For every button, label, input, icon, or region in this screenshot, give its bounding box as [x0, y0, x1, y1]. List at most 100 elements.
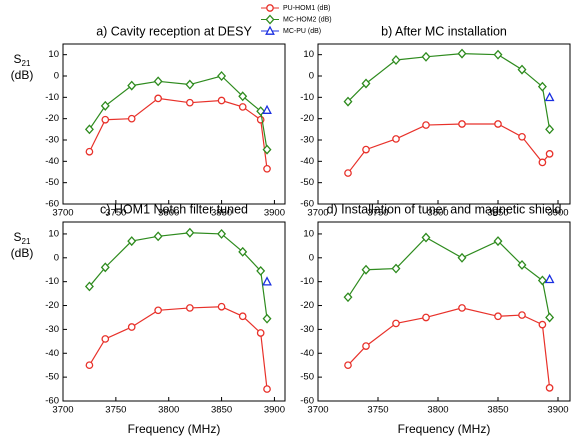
x-tick-label: 3800 — [427, 208, 448, 219]
marker-circle — [458, 120, 466, 128]
y-axis-unit: (dB) — [11, 246, 34, 260]
marker-diamond — [84, 281, 94, 292]
plot-frame — [62, 43, 286, 205]
marker-diamond — [545, 124, 555, 135]
marker-circle — [344, 169, 352, 177]
marker-circle — [217, 96, 226, 105]
plot-frame — [317, 221, 571, 402]
y-tick-label: 10 — [48, 228, 59, 239]
x-axis-label: Frequency (MHz) — [128, 422, 221, 436]
panel-title: d) Installation of tuner and magnetic sh… — [327, 202, 562, 216]
y-tick-label: -50 — [300, 177, 314, 188]
marker-diamond — [265, 14, 275, 25]
marker-circle — [85, 147, 94, 156]
marker-diamond — [100, 100, 110, 111]
x-tick-label: 3800 — [158, 208, 179, 219]
y-tick-label: -20 — [45, 300, 59, 311]
series-line — [88, 75, 268, 150]
marker-diamond — [127, 236, 137, 247]
y-axis-subscript: 21 — [22, 59, 31, 68]
y-tick-label: -10 — [300, 92, 314, 103]
y-axis-symbol: S — [14, 52, 22, 66]
marker-diamond — [343, 96, 353, 107]
marker-circle — [101, 115, 110, 124]
marker-diamond — [517, 259, 527, 270]
y-tick-label: 10 — [303, 228, 314, 239]
y-tick-label: -40 — [300, 348, 314, 359]
marker-diamond — [391, 55, 401, 65]
x-axis-label: Frequency (MHz) — [398, 422, 491, 436]
plot-frame — [317, 43, 571, 205]
marker-circle — [392, 135, 400, 143]
x-tick-label: 3850 — [487, 405, 508, 416]
marker-circle — [154, 94, 162, 103]
x-tick-label: 3850 — [211, 208, 232, 219]
x-tick-label: 3900 — [547, 405, 568, 416]
panel-title: c) HOM1 Notch filter tuned — [100, 202, 248, 216]
marker-diamond — [545, 312, 555, 323]
y-tick-label: -60 — [45, 396, 59, 407]
marker-diamond — [153, 231, 163, 242]
marker-diamond — [343, 292, 353, 303]
y-tick-label: -50 — [300, 372, 314, 383]
marker-diamond — [262, 313, 272, 324]
y-tick-label: -60 — [300, 199, 314, 210]
marker-circle — [494, 120, 502, 128]
marker-triangle — [544, 91, 555, 102]
y-tick-label: -50 — [45, 372, 59, 383]
marker-diamond — [421, 232, 431, 243]
x-tick-label: 3750 — [105, 405, 126, 416]
marker-triangle — [262, 276, 272, 286]
marker-circle — [263, 385, 271, 393]
legend-label: PU-HOM1 (dB) — [283, 5, 330, 12]
y-tick-label: -20 — [300, 300, 314, 311]
y-tick-label: -60 — [300, 396, 314, 407]
y-tick-label: -10 — [300, 276, 314, 287]
series-line — [347, 123, 551, 174]
panel-title: b) After MC installation — [381, 24, 507, 38]
marker-diamond — [457, 48, 467, 59]
y-tick-label: 0 — [309, 71, 314, 82]
marker-circle — [186, 98, 194, 107]
y-tick-label: 0 — [54, 71, 59, 82]
y-tick-label: -40 — [45, 348, 59, 359]
x-tick-label: 3700 — [52, 208, 73, 219]
marker-circle — [518, 311, 526, 319]
marker-diamond — [262, 144, 272, 155]
marker-triangle — [265, 25, 275, 35]
marker-diamond — [238, 246, 248, 257]
y-tick-label: -30 — [300, 135, 314, 146]
marker-diamond — [185, 227, 195, 238]
marker-diamond — [185, 79, 195, 90]
marker-diamond — [421, 51, 431, 62]
marker-circle — [238, 312, 247, 321]
marker-triangle — [544, 273, 555, 284]
marker-diamond — [391, 263, 401, 274]
marker-circle — [344, 361, 352, 370]
marker-circle — [154, 306, 162, 315]
x-tick-label: 3700 — [52, 405, 73, 416]
y-tick-label: -20 — [45, 113, 59, 124]
marker-diamond — [238, 91, 248, 102]
series-line — [347, 307, 551, 388]
x-tick-label: 3800 — [158, 405, 179, 416]
marker-diamond — [493, 236, 503, 247]
x-tick-label: 3900 — [264, 208, 285, 219]
marker-diamond — [537, 81, 547, 92]
marker-circle — [127, 323, 136, 331]
y-tick-label: 0 — [54, 252, 59, 263]
marker-circle — [85, 361, 94, 370]
x-tick-label: 3750 — [367, 405, 388, 416]
y-axis-subscript: 21 — [22, 237, 31, 246]
marker-circle — [256, 329, 265, 337]
marker-circle — [518, 132, 526, 141]
marker-diamond — [361, 78, 371, 89]
y-tick-label: -50 — [45, 177, 59, 188]
y-tick-label: -30 — [45, 324, 59, 335]
marker-circle — [494, 312, 502, 321]
x-tick-label: 3850 — [487, 208, 508, 219]
marker-diamond — [517, 64, 527, 75]
marker-diamond — [153, 76, 163, 87]
x-tick-label: 3700 — [307, 208, 328, 219]
y-axis-symbol: S — [14, 230, 22, 244]
